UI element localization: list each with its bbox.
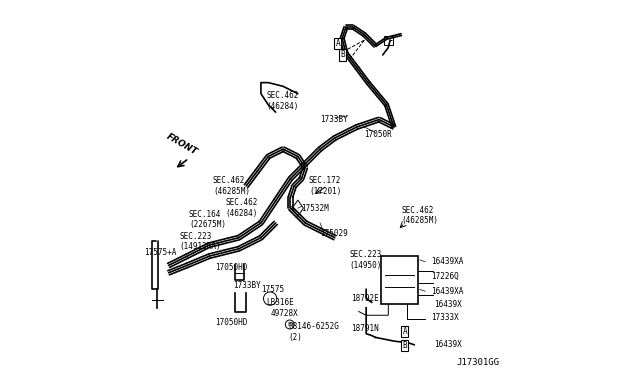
Text: 17226Q: 17226Q	[431, 272, 458, 281]
Text: 175029: 175029	[320, 230, 348, 238]
Text: 1733BY: 1733BY	[320, 115, 348, 124]
Text: 16439X: 16439X	[435, 300, 462, 310]
Text: 18792E: 18792E	[351, 294, 379, 303]
Text: SEC.172
(17201): SEC.172 (17201)	[309, 176, 341, 196]
Bar	[381, 256, 418, 304]
Text: 16439X: 16439X	[435, 340, 462, 349]
Text: 16439XA: 16439XA	[431, 287, 463, 296]
Text: 17050HD: 17050HD	[215, 318, 247, 327]
Text: SEC.462
(46285M): SEC.462 (46285M)	[401, 206, 438, 225]
Text: FRONT: FRONT	[164, 132, 198, 157]
Text: J17301GG: J17301GG	[456, 358, 500, 367]
Text: SEC.462
(46284): SEC.462 (46284)	[226, 198, 258, 218]
Text: 17532M: 17532M	[301, 203, 330, 213]
Text: 17575+A: 17575+A	[145, 248, 177, 257]
Text: 17050HD: 17050HD	[215, 263, 247, 272]
Text: B: B	[403, 341, 407, 350]
Bar	[384, 36, 393, 45]
Text: 17575: 17575	[261, 285, 284, 294]
Text: B: B	[340, 51, 345, 60]
Text: SEC.462
(46284): SEC.462 (46284)	[266, 92, 299, 111]
Text: 16439XA: 16439XA	[431, 257, 463, 266]
Text: A: A	[335, 39, 340, 48]
Text: 17050R: 17050R	[364, 130, 392, 139]
Text: B: B	[287, 322, 292, 327]
Text: SEC.462
(46285M): SEC.462 (46285M)	[213, 176, 250, 196]
Text: 18791N: 18791N	[351, 324, 379, 333]
Text: 17333X: 17333X	[431, 312, 458, 321]
Text: LB316E: LB316E	[266, 298, 294, 307]
Text: A: A	[403, 327, 407, 336]
Text: SEC.223
(14912RA): SEC.223 (14912RA)	[180, 232, 221, 251]
Text: SEC.223
(14950): SEC.223 (14950)	[349, 250, 382, 270]
Text: 08146-6252G
(2): 08146-6252G (2)	[289, 322, 339, 341]
Text: 49728X: 49728X	[270, 309, 298, 318]
Text: SEC.164
(22675M): SEC.164 (22675M)	[189, 209, 226, 229]
Text: 1733BY: 1733BY	[233, 281, 261, 290]
